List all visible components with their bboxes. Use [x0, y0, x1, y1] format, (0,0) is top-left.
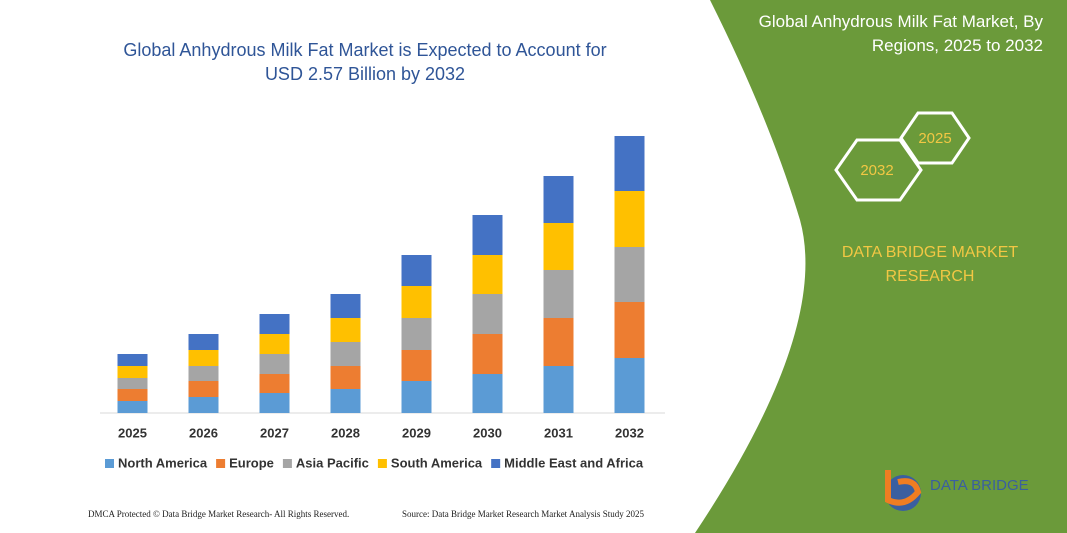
- bar-segment: [117, 378, 148, 389]
- legend-swatch: [282, 459, 292, 468]
- bar-segment: [117, 354, 148, 366]
- bar-segment: [330, 294, 361, 318]
- bar-segment: [259, 334, 290, 354]
- bar-segment: [401, 318, 432, 350]
- bar-segment: [614, 191, 645, 247]
- bar-segment: [543, 176, 574, 223]
- legend-label: North America: [118, 455, 208, 470]
- bar-segment: [614, 358, 645, 413]
- bar-segment: [543, 270, 574, 318]
- bar-segment: [401, 381, 432, 413]
- bar-segment: [472, 374, 503, 413]
- bar-segment: [330, 318, 361, 342]
- bar-segment: [543, 366, 574, 413]
- bar-segment: [188, 397, 219, 413]
- chart-title: Global Anhydrous Milk Fat Market is Expe…: [123, 40, 607, 84]
- bar-segment: [472, 334, 503, 374]
- x-tick-label: 2027: [260, 425, 289, 440]
- footer-left: DMCA Protected © Data Bridge Market Rese…: [88, 509, 350, 519]
- logo: DATA BRIDGE: [885, 470, 1029, 511]
- x-tick-label: 2028: [331, 425, 360, 440]
- bar-segment: [188, 381, 219, 397]
- hexagon: [834, 138, 923, 202]
- bar-segment: [259, 314, 290, 334]
- x-tick-label: 2031: [544, 425, 573, 440]
- bar-segment: [472, 215, 503, 255]
- bar-segment: [614, 247, 645, 302]
- x-tick-label: 2026: [189, 425, 218, 440]
- bar-segment: [330, 366, 361, 389]
- legend-swatch: [105, 459, 114, 468]
- bar-segment: [401, 286, 432, 318]
- logo-text: DATA BRIDGE: [930, 477, 1029, 494]
- hexagon: [899, 111, 971, 165]
- bar-segment: [472, 294, 503, 334]
- bar-segment: [543, 318, 574, 366]
- logo-mark: [885, 470, 922, 506]
- hex-label: 2025: [918, 130, 951, 147]
- bar-segment: [401, 350, 432, 381]
- bar-segment: [117, 401, 148, 413]
- x-tick-label: 2032: [615, 425, 644, 440]
- legend-label: Europe: [229, 455, 274, 470]
- brand: DATA BRIDGE MARKET RESEARCH: [841, 244, 1019, 285]
- bar-segment: [259, 354, 290, 374]
- bar-segment: [614, 136, 645, 191]
- bar-segment: [117, 389, 148, 401]
- legend-swatch: [377, 459, 387, 468]
- panel-bg: [695, 0, 1067, 533]
- bar-segment: [259, 374, 290, 393]
- bar-segment: [472, 255, 503, 294]
- footer-right: Source: Data Bridge Market Research Mark…: [402, 509, 644, 519]
- legend-label: Middle East and Africa: [504, 455, 644, 470]
- legend-label: South America: [391, 455, 483, 470]
- bar-segment: [330, 389, 361, 413]
- legend-label: Asia Pacific: [296, 455, 369, 470]
- bar-segment: [188, 366, 219, 381]
- bar-segment: [330, 342, 361, 366]
- bar-segment: [188, 334, 219, 350]
- bar-segment: [188, 350, 219, 366]
- bar-segment: [401, 255, 432, 286]
- bar-segment: [614, 302, 645, 358]
- legend-swatch: [216, 459, 226, 468]
- panel-title: Global Anhydrous Milk Fat Market, By Reg…: [758, 12, 1043, 55]
- x-tick-label: 2030: [473, 425, 502, 440]
- bar-segment: [259, 393, 290, 413]
- hex-label: 2032: [860, 162, 893, 179]
- legend-swatch: [491, 459, 501, 468]
- x-tick-label: 2025: [118, 425, 147, 440]
- bar-segment: [543, 223, 574, 270]
- x-tick-label: 2029: [402, 425, 431, 440]
- bar-segment: [117, 366, 148, 378]
